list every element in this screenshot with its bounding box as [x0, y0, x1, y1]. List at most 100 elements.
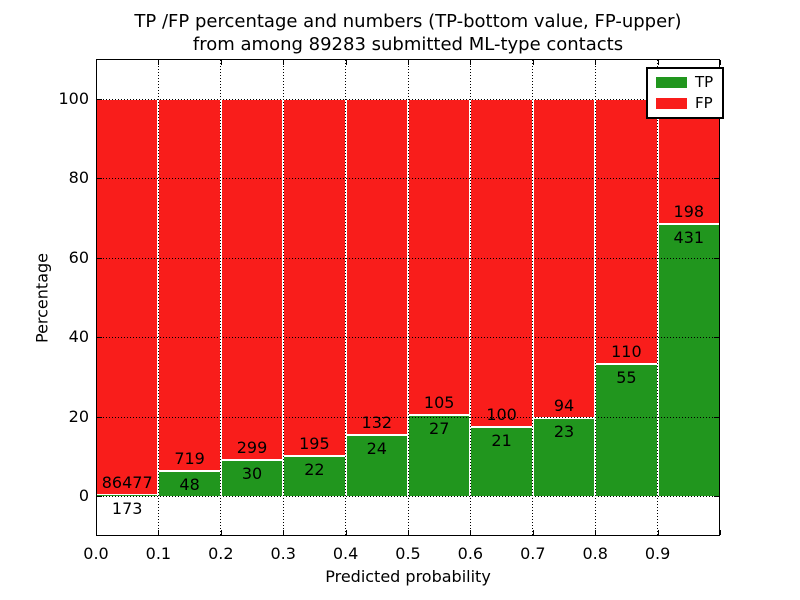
x-tick-top-9 [657, 60, 659, 65]
legend-item-fp: FP [656, 96, 713, 111]
y-tick-right-80 [714, 178, 719, 180]
x-tick-label-0.5: 0.5 [395, 544, 421, 563]
x-tick-top-10 [720, 60, 721, 65]
y-tick-left-20 [97, 416, 102, 418]
y-tick-right-0 [714, 496, 719, 498]
y-tick-label-0: 0 [78, 486, 89, 506]
gridline-v-3 [282, 60, 284, 535]
y-tick-left-40 [97, 337, 102, 339]
legend-item-tp: TP [656, 75, 713, 90]
x-tick-bottom-10 [720, 530, 721, 535]
x-tick-label-0.7: 0.7 [520, 544, 546, 563]
bar-label-fp-0: 86477 [101, 473, 153, 493]
bar-label-fp-5: 105 [423, 392, 455, 412]
x-tick-bottom-8 [595, 530, 597, 535]
y-tick-label-40: 40 [68, 327, 89, 347]
y-tick-right-20 [714, 416, 719, 418]
gridline-v-2 [220, 60, 222, 535]
gridline-v-6 [469, 60, 471, 535]
bar-tp-2 [220, 460, 284, 497]
bar-tp-8 [595, 363, 658, 497]
x-tick-label-0.2: 0.2 [208, 544, 234, 563]
x-tick-bottom-7 [532, 530, 534, 535]
x-tick-top-3 [283, 60, 285, 65]
bar-tp-1 [158, 471, 221, 497]
x-tick-top-1 [158, 60, 160, 65]
bar-fp-5 [408, 98, 471, 415]
y-tick-left-100 [97, 98, 102, 100]
x-tick-label-0.3: 0.3 [270, 544, 296, 563]
x-tick-bottom-9 [657, 530, 659, 535]
chart-title: TP /FP percentage and numbers (TP-bottom… [96, 10, 720, 56]
bar-label-fp-1: 719 [174, 449, 205, 469]
x-tick-top-7 [532, 60, 534, 65]
y-tick-left-80 [97, 178, 102, 180]
bar-tp-6 [470, 427, 533, 497]
x-tick-top-8 [595, 60, 597, 65]
bar-fp-3 [283, 98, 346, 456]
bar-fp-4 [345, 98, 408, 436]
bar-tp-3 [283, 455, 346, 497]
bar-tp-7 [532, 418, 596, 497]
bar-tp-5 [408, 414, 471, 497]
y-tick-label-80: 80 [68, 168, 89, 188]
legend-swatch-tp [656, 77, 687, 88]
chart-title-line1: TP /FP percentage and numbers (TP-bottom… [134, 11, 682, 32]
bar-fp-2 [220, 98, 284, 460]
y-axis-label: Percentage [32, 252, 52, 344]
x-tick-bottom-2 [220, 530, 222, 535]
bar-label-fp-4: 132 [361, 413, 393, 433]
gridline-v-8 [594, 60, 596, 535]
bar-label-fp-3: 195 [299, 433, 330, 453]
bar-fp-0 [96, 98, 159, 496]
bar-label-fp-6: 100 [486, 405, 517, 425]
bar-label-fp-2: 299 [236, 438, 268, 457]
x-tick-top-6 [470, 60, 472, 65]
bar-fp-8 [595, 98, 658, 364]
legend: TP FP [646, 67, 725, 119]
bar-label-fp-9: 198 [673, 201, 705, 221]
bar-tp-4 [345, 435, 408, 497]
bar-label-tp-6: 21 [491, 431, 512, 451]
x-tick-label-0.1: 0.1 [145, 544, 172, 563]
bar-label-tp-5: 27 [429, 418, 450, 438]
legend-label-tp: TP [695, 73, 714, 91]
x-axis-label: Predicted probability [325, 567, 491, 586]
bar-label-tp-3: 22 [304, 459, 325, 479]
gridline-v-9 [657, 60, 659, 535]
bar-label-fp-7: 94 [553, 396, 575, 416]
y-tick-label-60: 60 [68, 247, 89, 267]
bar-label-tp-7: 23 [553, 422, 575, 442]
bar-fp-6 [470, 98, 533, 428]
bar-label-tp-4: 24 [366, 439, 387, 459]
x-tick-top-2 [220, 60, 222, 65]
bar-label-tp-8: 55 [616, 367, 637, 387]
chart-title-line2: from among 89283 submitted ML-type conta… [192, 34, 624, 55]
y-tick-right-40 [714, 337, 719, 339]
bar-label-fp-8: 110 [611, 341, 642, 361]
x-tick-label-0.8: 0.8 [582, 544, 608, 563]
gridline-v-1 [157, 60, 159, 535]
x-tick-bottom-5 [408, 530, 409, 535]
x-tick-bottom-4 [345, 530, 347, 535]
bar-label-tp-1: 48 [179, 475, 200, 495]
legend-label-fp: FP [695, 94, 713, 112]
gridline-v-7 [532, 60, 534, 535]
bar-label-tp-2: 30 [241, 464, 263, 483]
y-tick-left-60 [97, 257, 102, 259]
x-tick-bottom-6 [470, 530, 472, 535]
bar-label-tp-9: 431 [673, 227, 705, 247]
x-tick-top-0 [96, 60, 97, 65]
x-tick-bottom-3 [283, 530, 285, 535]
x-tick-top-4 [345, 60, 347, 65]
bar-tp-9 [657, 223, 720, 497]
x-tick-label-0.9: 0.9 [644, 544, 671, 563]
y-tick-label-20: 20 [68, 406, 89, 426]
x-tick-label-0.4: 0.4 [332, 544, 359, 563]
x-tick-top-5 [408, 60, 409, 65]
gridline-v-5 [407, 60, 409, 535]
x-tick-bottom-1 [158, 530, 160, 535]
y-tick-label-100: 100 [58, 88, 89, 108]
x-tick-label-0.0: 0.0 [83, 544, 109, 563]
